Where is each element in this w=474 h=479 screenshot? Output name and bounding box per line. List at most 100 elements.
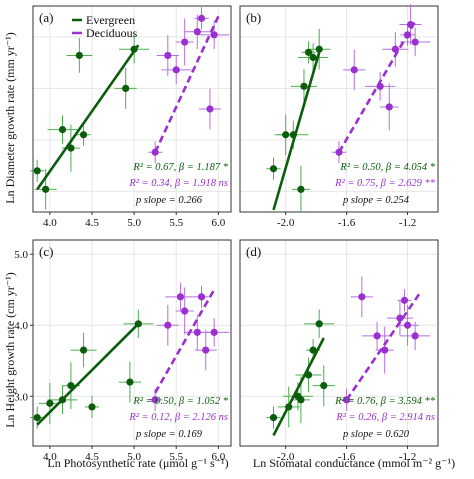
y-axis-label-top: Ln Diameter growth rate (mm yr⁻¹) [3, 32, 17, 204]
deciduous-point [197, 293, 206, 301]
stats-deciduous: R² = 0.12, β = 2.126 ns [128, 412, 228, 423]
deciduous-point [151, 396, 159, 404]
deciduous-fit-line [154, 289, 216, 394]
deciduous-point [197, 14, 206, 22]
evergreen-point [75, 51, 83, 60]
evergreen-point [269, 413, 278, 422]
evergreen-point [282, 131, 290, 139]
x-tick-label: -1.2 [399, 217, 416, 229]
panel-frame [32, 5, 232, 213]
panel-letter: (c) [39, 244, 53, 259]
evergreen-point [269, 165, 278, 173]
deciduous-point [373, 332, 381, 340]
panel-frame [239, 239, 439, 447]
evergreen-point [46, 399, 54, 407]
evergreen-point [67, 144, 75, 152]
stats-evergreen: R² = 0.50, β = 1.052 * [132, 396, 228, 407]
evergreen-point [126, 378, 134, 386]
legend-evergreen-label: Evergreen [86, 13, 135, 27]
x-tick-label: 5.0 [127, 217, 141, 229]
evergreen-fit-line [36, 322, 140, 426]
deciduous-point [181, 38, 189, 46]
evergreen-point [309, 346, 317, 354]
stats-evergreen: R² = 0.76, β = 3.594 ** [334, 396, 436, 407]
x-tick-label: 4.0 [43, 217, 57, 229]
evergreen-point [315, 320, 323, 328]
stats-pslope: p slope = 0.254 [342, 195, 410, 206]
evergreen-point [320, 382, 328, 390]
evergreen-point [79, 346, 88, 354]
evergreen-point [304, 48, 313, 56]
evergreen-point [122, 84, 130, 92]
panel-letter: (b) [246, 10, 261, 25]
evergreen-fit-line [36, 44, 140, 191]
evergreen-point [58, 126, 67, 134]
evergreen-point [309, 53, 317, 62]
deciduous-point [385, 103, 393, 111]
deciduous-point [381, 346, 389, 354]
deciduous-fit-line [345, 292, 421, 401]
deciduous-point [193, 28, 201, 36]
x-tick-label: 5.5 [169, 451, 183, 463]
x-tick-label: -1.2 [399, 451, 416, 463]
x-tick-label: -2.0 [277, 451, 295, 463]
x-tick-label: 4.5 [85, 217, 99, 229]
panel-c: 4.0 4.5 5.0 5.5 6.0 3.0 4.0 5.0 (c) R² = 0.50, β … [14, 239, 232, 463]
deciduous-point [350, 66, 358, 74]
panel-d: -2.0 -1.6 -1.2 (d) R² = 0.76, β = 3.594 ** R²… [239, 239, 439, 463]
stats-evergreen: R² = 0.67, β = 1.187 * [132, 162, 228, 173]
evergreen-point [33, 413, 41, 422]
evergreen-fit-line [272, 51, 321, 211]
deciduous-point [176, 293, 185, 301]
x-axis-label-right: Ln Stomatal conductance (mmol m⁻² g⁻¹) [253, 456, 455, 470]
stats-pslope: p slope = 0.169 [135, 429, 203, 440]
evergreen-point [297, 396, 305, 404]
deciduous-fit-line [153, 15, 220, 153]
evergreen-point [42, 185, 50, 193]
x-tick-label: -1.6 [338, 451, 356, 463]
x-tick-label: 4.0 [43, 451, 57, 463]
deciduous-fit-line [337, 20, 417, 153]
deciduous-point [400, 296, 409, 304]
x-axis-label-left: Ln Photosynthetic rate (μmol g⁻¹ s⁻¹) [47, 456, 228, 470]
panels: 4.0 4.5 5.0 5.5 6.0 (a) R² = 0.67, β = 1.187 *… [14, 4, 439, 463]
y-tick-label: 3.0 [14, 391, 28, 403]
x-tick-label: -1.6 [338, 217, 356, 229]
deciduous-point [396, 314, 404, 322]
evergreen-point [33, 167, 41, 175]
deciduous-point [210, 328, 218, 336]
legend-deciduous-label: Deciduous [86, 26, 138, 40]
panel-a: 4.0 4.5 5.0 5.5 6.0 (a) R² = 0.67, β = 1.187 *… [30, 5, 232, 229]
panel-letter: (d) [246, 244, 261, 259]
panel-b: -2.0 -1.6 -1.2 (b) R² = 0.50, β = 4.054 * R² … [239, 4, 439, 229]
deciduous-point [210, 31, 218, 39]
stats-deciduous: R² = 0.75, β = 2.629 ** [334, 178, 436, 189]
x-tick-label: 5.0 [127, 451, 141, 463]
deciduous-point [411, 38, 419, 46]
y-tick-label: 4.0 [14, 320, 28, 332]
evergreen-point [315, 45, 323, 53]
x-tick-label: 6.0 [211, 451, 225, 463]
evergreen-point [79, 131, 88, 139]
evergreen-fit-line [272, 337, 325, 436]
deciduous-point [181, 307, 189, 315]
deciduous-point [206, 105, 214, 113]
panel-frame [32, 239, 232, 447]
evergreen-point [88, 403, 96, 411]
deciduous-point [193, 328, 201, 336]
panel-frame [239, 5, 439, 213]
x-tick-label: -2.0 [277, 217, 295, 229]
deciduous-point [403, 321, 412, 329]
evergreen-point [297, 185, 305, 193]
evergreen-point [300, 82, 308, 90]
stats-deciduous: R² = 0.26, β = 2.914 ns [335, 412, 435, 423]
deciduous-point [411, 332, 419, 340]
y-axis-label-bottom: Ln Height growth rate (cm yr⁻¹) [3, 272, 17, 428]
deciduous-point [358, 293, 366, 301]
x-tick-label: 4.5 [85, 451, 99, 463]
y-tick-label: 5.0 [14, 249, 28, 261]
stats-pslope: p slope = 0.620 [342, 429, 410, 440]
